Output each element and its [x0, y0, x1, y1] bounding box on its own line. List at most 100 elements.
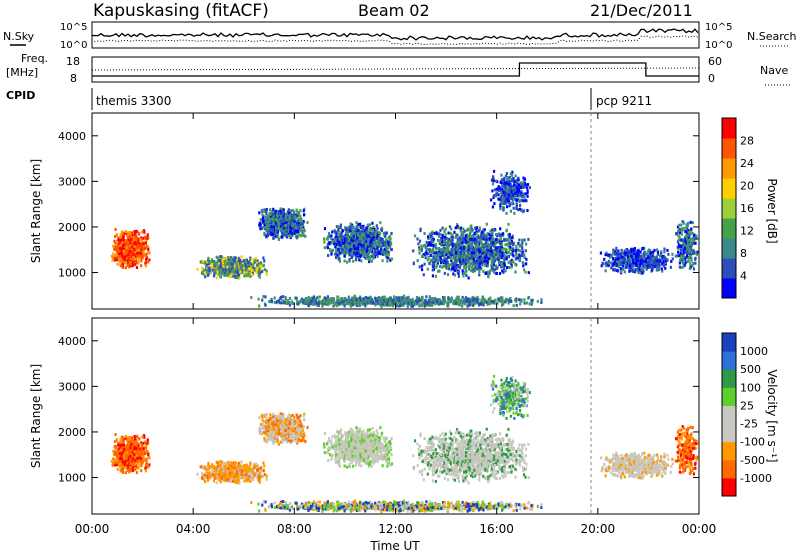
heatmap-cell	[635, 253, 638, 257]
heatmap-cell	[300, 226, 303, 230]
heatmap-cell	[647, 258, 650, 262]
heatmap-cell	[124, 241, 127, 245]
heatmap-cell	[437, 234, 441, 238]
heatmap-cell	[651, 256, 654, 260]
heatmap-cell	[463, 229, 466, 233]
heatmap-cell	[522, 264, 525, 268]
heatmap-cell	[236, 273, 239, 277]
heatmap-cell	[116, 255, 119, 259]
heatmap-cell	[351, 239, 354, 243]
heatmap-cell	[131, 263, 135, 267]
heatmap-cell	[638, 255, 641, 259]
heatmap-cell	[693, 239, 696, 243]
heatmap-cell	[689, 231, 692, 235]
heatmap-cell	[520, 198, 523, 202]
heatmap-cell	[695, 234, 698, 238]
heatmap-cell	[502, 190, 506, 194]
heatmap-cell	[293, 231, 296, 235]
heatmap-cell	[355, 251, 359, 255]
heatmap-cell	[439, 228, 442, 232]
heatmap-cell	[447, 244, 451, 248]
heatmap-cell	[456, 224, 459, 228]
heatmap-cell	[148, 258, 151, 262]
heatmap-cell	[260, 269, 264, 273]
heatmap-cell	[330, 252, 333, 256]
heatmap-cell	[371, 221, 374, 225]
heatmap-cell	[204, 275, 207, 279]
heatmap-cell	[621, 252, 624, 256]
heatmap-cell	[690, 227, 693, 231]
heatmap-cell	[511, 234, 514, 238]
heatmap-cell	[216, 261, 219, 265]
heatmap-cell	[442, 238, 445, 242]
heatmap-cell	[284, 215, 287, 219]
heatmap-cell	[290, 218, 293, 222]
heatmap-cell	[463, 240, 466, 244]
heatmap-cell	[478, 250, 482, 254]
heatmap-cell	[227, 262, 230, 266]
heatmap-cell	[476, 248, 479, 252]
heatmap-cell	[683, 249, 686, 253]
heatmap-cell	[267, 229, 270, 233]
heatmap-cell	[357, 243, 360, 247]
heatmap-cell	[272, 210, 275, 214]
heatmap-cell	[693, 237, 696, 241]
heatmap-cell	[470, 238, 473, 242]
heatmap-cell	[344, 230, 348, 234]
heatmap-cell	[643, 246, 646, 250]
heatmap-cell	[471, 251, 475, 255]
heatmap-cell	[289, 213, 292, 217]
heatmap-cell	[508, 260, 511, 264]
heatmap-cell	[122, 263, 125, 267]
heatmap-cell	[676, 250, 680, 254]
heatmap-cell	[483, 253, 486, 257]
heatmap-cell	[263, 233, 266, 237]
heatmap-cell	[490, 237, 493, 241]
heatmap-cell	[418, 239, 422, 243]
heatmap-cell	[236, 276, 239, 280]
heatmap-cell	[244, 265, 248, 269]
heatmap-cell	[230, 270, 233, 274]
heatmap-cell	[276, 223, 279, 227]
heatmap-cell	[639, 271, 643, 275]
heatmap-cell	[284, 223, 287, 227]
heatmap-cell	[439, 256, 442, 260]
heatmap-cell	[518, 249, 521, 253]
heatmap-cell	[457, 237, 460, 241]
heatmap-cell	[352, 226, 355, 230]
heatmap-cell	[691, 221, 694, 225]
heatmap-cell	[688, 251, 691, 255]
cpid-program-1: themis 3300	[96, 94, 171, 108]
heatmap-cell	[219, 274, 222, 278]
heatmap-cell	[364, 228, 367, 232]
heatmap-cell	[499, 260, 503, 264]
heatmap-cell	[515, 246, 518, 250]
heatmap-cell	[522, 185, 525, 189]
heatmap-cell	[502, 199, 505, 203]
heatmap-cell	[627, 249, 630, 253]
heatmap-cell	[475, 236, 479, 240]
heatmap-cell	[468, 254, 472, 258]
heatmap-cell	[649, 264, 652, 268]
heatmap-cell	[528, 186, 531, 190]
heatmap-cell	[204, 262, 207, 266]
heatmap-cell	[261, 213, 264, 217]
heatmap-cell	[122, 231, 125, 235]
heatmap-cell	[265, 212, 268, 216]
heatmap-cell	[349, 222, 352, 226]
heatmap-cell	[505, 257, 508, 261]
heatmap-cell	[489, 268, 492, 272]
heatmap-cell	[464, 249, 468, 253]
heatmap-cell	[335, 242, 339, 246]
heatmap-cell	[692, 251, 695, 255]
heatmap-cell	[687, 235, 690, 239]
heatmap-cell	[230, 257, 233, 261]
heatmap-cell	[259, 271, 262, 275]
heatmap-cell	[516, 194, 519, 198]
heatmap-cell	[500, 262, 504, 266]
heatmap-cell	[682, 265, 685, 269]
heatmap-cell	[423, 253, 426, 257]
heatmap-cell	[663, 264, 666, 268]
heatmap-cell	[481, 261, 484, 265]
heatmap-cell	[523, 177, 527, 181]
